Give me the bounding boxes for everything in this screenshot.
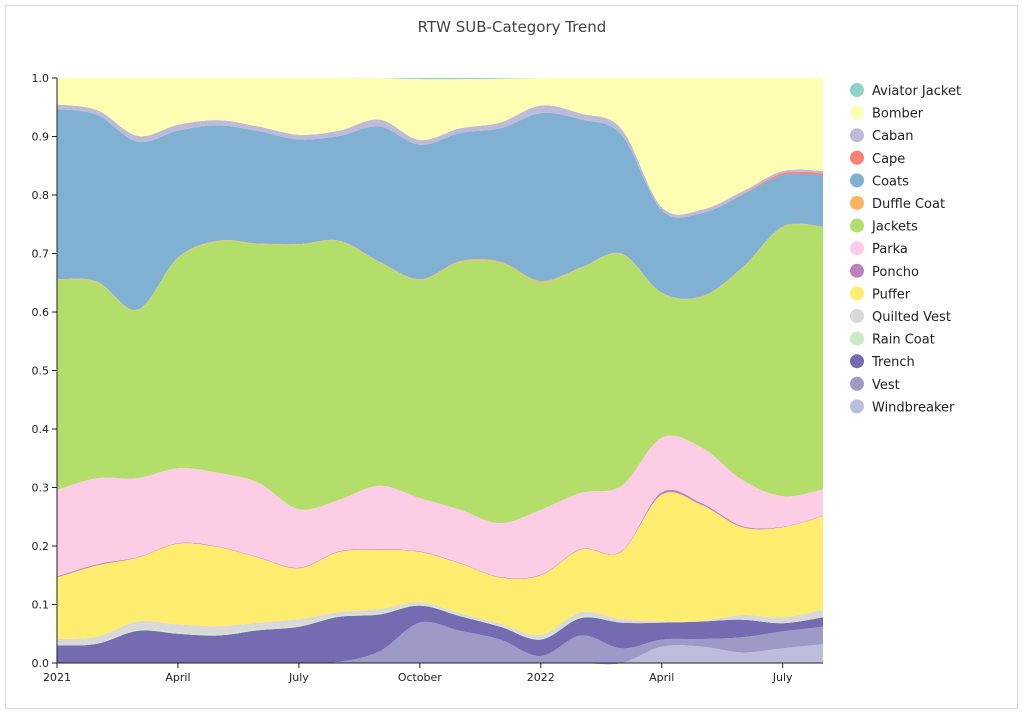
legend-item[interactable]: Windbreaker [850, 399, 955, 415]
legend-label: Parka [872, 242, 908, 257]
y-tick-label: 0.4 [32, 423, 50, 436]
legend-item[interactable]: Quilted Vest [850, 309, 951, 325]
legend-swatch-icon [850, 263, 864, 278]
legend-label: Jackets [871, 220, 918, 235]
area-aviator-jacket [57, 77, 823, 80]
legend-item[interactable]: Cape [850, 150, 905, 167]
x-tick-label: October [398, 671, 442, 684]
y-tick-label: 0.2 [32, 540, 50, 553]
y-tick-label: 0.5 [32, 365, 50, 378]
y-tick-label: 0.8 [32, 189, 50, 202]
x-tick-label: July [772, 671, 793, 684]
areas [57, 77, 823, 665]
legend-item[interactable]: Rain Coat [850, 331, 935, 348]
y-tick-label: 0.3 [32, 482, 50, 495]
legend-item[interactable]: Coats [850, 173, 909, 189]
x-tick-label: July [288, 671, 309, 684]
legend-item[interactable]: Jackets [850, 218, 918, 235]
legend-label: Duffle Coat [872, 197, 945, 212]
legend-label: Windbreaker [872, 400, 955, 415]
legend-label: Rain Coat [872, 333, 935, 348]
legend-swatch-icon [850, 399, 864, 414]
legend-item[interactable]: Vest [850, 376, 900, 393]
axes: 0.0 0.1 0.2 0.3 0.4 0.5 0.6 0.7 0.8 0.9 1.0 2021 Apr… [32, 72, 823, 684]
legend-swatch-icon [850, 128, 864, 143]
legend-label: Caban [872, 129, 914, 144]
y-tick-label: 0.0 [32, 657, 50, 670]
legend-swatch-icon [850, 286, 864, 301]
x-tick-label: 2022 [527, 671, 555, 684]
x-tick-label: 2021 [43, 671, 71, 684]
area-coats [57, 109, 823, 311]
y-tick-label: 0.9 [32, 131, 50, 144]
legend-swatch-icon [850, 331, 864, 346]
legend-swatch-icon [850, 196, 864, 210]
legend-item[interactable]: Trench [850, 354, 915, 370]
legend-swatch-icon [850, 218, 864, 233]
legend-label: Trench [871, 355, 915, 370]
legend: Aviator Jacket Bomber Caban Cape Coats Duffle… [850, 83, 961, 415]
legend-item[interactable]: Puffer [850, 286, 911, 302]
y-tick-label: 1.0 [32, 72, 50, 85]
area-trench [57, 605, 823, 664]
legend-label: Cape [872, 152, 905, 167]
legend-swatch-icon [850, 150, 864, 165]
legend-item[interactable]: Parka [850, 241, 908, 257]
legend-swatch-icon [850, 241, 864, 256]
chart-title: RTW SUB-Category Trend [418, 18, 607, 36]
y-tick-label: 0.6 [32, 306, 50, 319]
y-tick-label: 0.7 [32, 248, 50, 261]
area-vest [57, 621, 823, 665]
legend-label: Bomber [872, 107, 924, 122]
legend-item[interactable]: Aviator Jacket [850, 83, 961, 99]
x-tick-label: April [649, 671, 674, 684]
legend-swatch-icon [850, 376, 864, 391]
x-tick-label: April [165, 671, 190, 684]
legend-swatch-icon [850, 309, 864, 323]
area-jackets [57, 224, 823, 524]
area-puffer [57, 492, 823, 640]
legend-item[interactable]: Poncho [850, 263, 919, 280]
legend-swatch-icon [850, 173, 864, 188]
legend-item[interactable]: Bomber [850, 105, 924, 122]
legend-label: Aviator Jacket [872, 84, 961, 99]
chart-frame [5, 5, 1018, 709]
legend-label: Coats [872, 174, 909, 189]
area-parka [57, 435, 823, 579]
legend-swatch-icon [850, 105, 864, 120]
y-tick-label: 0.1 [32, 599, 50, 612]
legend-swatch-icon [850, 354, 864, 369]
legend-swatch-icon [850, 83, 864, 97]
legend-label: Vest [872, 378, 900, 393]
legend-item[interactable]: Caban [850, 128, 914, 144]
legend-label: Puffer [872, 287, 911, 302]
legend-label: Poncho [872, 265, 919, 280]
area-windbreaker [57, 644, 823, 665]
area-bomber [57, 77, 823, 215]
legend-item[interactable]: Duffle Coat [850, 196, 945, 212]
legend-label: Quilted Vest [872, 310, 951, 325]
